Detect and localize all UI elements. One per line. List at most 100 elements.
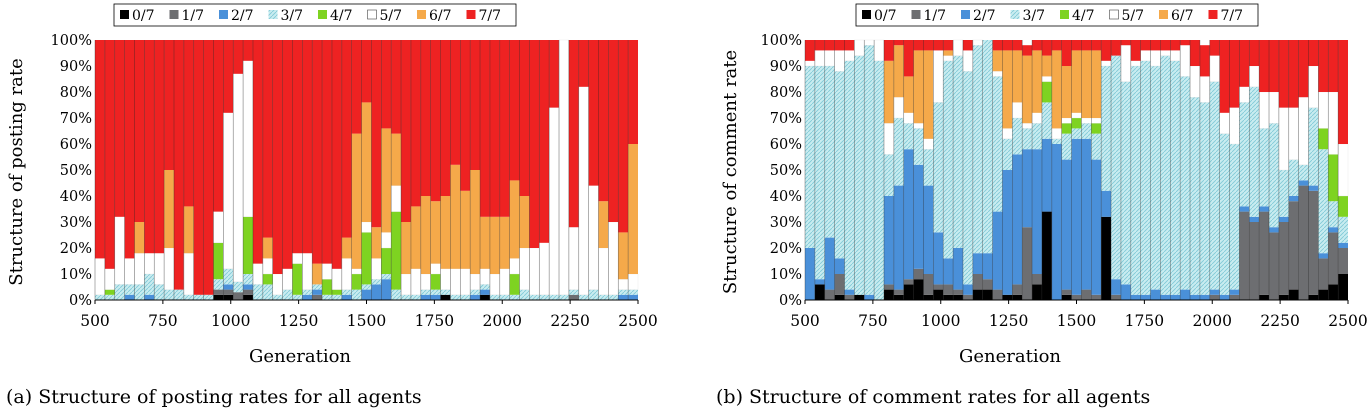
bar-segment-6-7	[381, 128, 392, 233]
bar-segment-3-7	[913, 128, 924, 165]
bar-segment-6-7	[519, 196, 530, 248]
bar-segment-5-7	[1288, 107, 1299, 160]
bar-segment-3-7	[1140, 60, 1151, 295]
bar-segment-7-7	[154, 40, 165, 254]
bar-segment-7-7	[134, 40, 145, 222]
x-tick-label: 1750	[415, 312, 454, 330]
bar-segment-3-7	[1219, 133, 1230, 295]
bar-segment-3-7	[1012, 118, 1023, 155]
bar-segment-5-7	[242, 60, 254, 217]
bar-segment-3-7	[1239, 102, 1250, 207]
bar-segment-1-7	[568, 294, 579, 300]
bar-segment-2-7	[1269, 227, 1279, 233]
bar-segment-5-7	[470, 273, 481, 290]
bar-segment-1-7	[1298, 185, 1309, 300]
bar-segment-4-7	[243, 216, 253, 274]
bar-segment-7-7	[233, 40, 244, 74]
bar-segment-5-7	[618, 279, 629, 290]
bar-segment-5-7	[144, 253, 155, 275]
bar-segment-2-7	[420, 294, 431, 300]
bar-segment-5-7	[1091, 117, 1102, 124]
bar-segment-7-7	[312, 40, 323, 264]
bar-segment-2-7	[1071, 138, 1082, 295]
bar-segment-5-7	[489, 273, 500, 295]
bar-segment-5-7	[903, 112, 914, 124]
bar-segment-4-7	[1338, 196, 1348, 217]
bar-segment-3-7	[1150, 66, 1161, 290]
bar-segment-4-7	[1328, 154, 1339, 202]
panel-comment-rate: 0% 10% 20% 30% 40% 50% 60% 70% 80% 90% 100% 500 750 1…	[761, 3, 1368, 330]
x-tick-label: 2500	[618, 312, 657, 330]
bar-segment-7-7	[1101, 40, 1112, 61]
x-tick-label: 2000	[483, 312, 522, 330]
y-tick-label: 10%	[60, 267, 92, 283]
bar-segment-1-7	[893, 289, 904, 295]
bar-segment-3-7	[351, 289, 362, 300]
bar-segment-1-7	[1111, 294, 1121, 300]
bar-segment-6-7	[992, 50, 1003, 72]
bar-segment-7-7	[391, 40, 402, 134]
x-tick-label: 1250	[279, 312, 318, 330]
bar-segment-3-7	[282, 289, 293, 300]
bar-segment-2-7	[1259, 206, 1270, 212]
bar-segment-2-7	[1081, 138, 1092, 290]
legend-label-2-7: 2/7	[231, 8, 254, 24]
bar-segment-5-7	[183, 253, 194, 295]
bar-segment-7-7	[539, 40, 550, 243]
bar-segment-2-7	[844, 289, 855, 295]
bar-segment-3-7	[519, 289, 530, 300]
bar-segment-1-7	[1269, 232, 1279, 300]
bar-segment-1-7	[1022, 227, 1033, 300]
bar-segment-4-7	[361, 232, 372, 285]
bar-segment-2-7	[1101, 190, 1112, 217]
bar-segment-3-7	[134, 284, 145, 300]
bar-segment-5-7	[213, 211, 224, 243]
bar-segment-3-7	[95, 294, 105, 300]
bar-segment-7-7	[252, 40, 263, 264]
bar-segment-2-7	[124, 294, 135, 300]
bar-segment-3-7	[440, 289, 451, 295]
bar-segment-5-7	[804, 60, 816, 67]
y-tick-label: 60%	[770, 137, 802, 153]
bar-segment-6-7	[361, 102, 372, 222]
bar-segment-5-7	[400, 273, 412, 295]
legend-swatch-6-7	[417, 10, 426, 19]
bar-segment-5-7	[460, 268, 471, 295]
bar-segment-7-7	[1298, 40, 1309, 98]
bar-segment-5-7	[252, 263, 263, 285]
x-tick-label: 1000	[921, 312, 960, 330]
bar-segment-3-7	[262, 284, 273, 300]
bar-segment-5-7	[864, 39, 875, 46]
bar-segment-2-7	[1120, 284, 1131, 300]
bar-segment-5-7	[223, 112, 234, 269]
bar-segment-3-7	[1051, 138, 1062, 144]
bar-segment-2-7	[1022, 149, 1033, 228]
bar-segment-3-7	[124, 284, 135, 295]
bar-segment-3-7	[213, 279, 224, 290]
bar-segment-1-7	[1061, 289, 1072, 295]
bar-segment-7-7	[193, 40, 204, 295]
bar-segment-6-7	[1091, 50, 1102, 118]
bar-segment-1-7	[992, 289, 1003, 300]
bar-segment-7-7	[322, 40, 332, 264]
bar-segment-3-7	[1249, 86, 1260, 217]
bar-segment-7-7	[1219, 40, 1230, 113]
bar-segment-3-7	[628, 289, 638, 295]
bar-segment-0-7	[1032, 284, 1042, 300]
bar-segment-7-7	[450, 40, 461, 165]
y-tick-label: 30%	[770, 215, 802, 231]
y-tick-label: 50%	[60, 163, 92, 179]
bar-segment-0-7	[243, 294, 253, 300]
x-tick-label: 1250	[989, 312, 1028, 330]
bar-segment-3-7	[1061, 133, 1072, 160]
bar-segment-5-7	[1229, 107, 1240, 145]
bar-segment-5-7	[598, 247, 609, 295]
bar-segment-0-7	[953, 294, 963, 300]
bar-segment-6-7	[598, 201, 609, 248]
bar-segment-2-7	[913, 164, 924, 269]
bar-segment-0-7	[893, 294, 904, 300]
bar-segment-7-7	[1022, 45, 1033, 56]
bar-segment-7-7	[243, 40, 253, 61]
bar-segment-7-7	[1288, 40, 1299, 108]
bar-segment-7-7	[814, 40, 825, 51]
